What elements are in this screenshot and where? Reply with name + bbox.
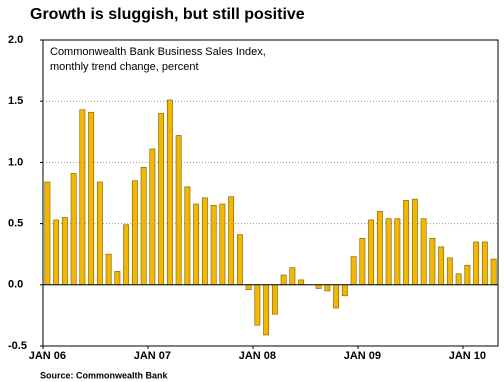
bar xyxy=(96,181,103,286)
bar xyxy=(175,135,182,286)
bar xyxy=(184,186,191,286)
bar xyxy=(376,211,383,286)
bar xyxy=(298,279,305,286)
bar xyxy=(201,197,208,286)
bar xyxy=(245,284,252,290)
bar xyxy=(411,198,418,286)
bar xyxy=(271,284,278,315)
bar xyxy=(403,200,410,286)
bar xyxy=(236,234,243,286)
y-tick-label: 0.0 xyxy=(8,279,23,291)
bar xyxy=(446,257,453,286)
bar xyxy=(350,256,357,286)
bar xyxy=(254,284,261,326)
bar xyxy=(114,271,121,286)
bar xyxy=(158,113,165,286)
bar xyxy=(280,274,287,286)
bar xyxy=(420,218,427,286)
x-tick-label: JAN 09 xyxy=(344,350,381,362)
bar xyxy=(140,166,147,286)
bar xyxy=(429,237,436,286)
x-tick-label: JAN 10 xyxy=(449,350,486,362)
bar xyxy=(219,203,226,286)
bar xyxy=(368,219,375,286)
bar xyxy=(315,284,322,289)
bar xyxy=(455,273,462,286)
y-tick-label: -0.5 xyxy=(8,340,27,352)
bar xyxy=(193,203,200,286)
x-tick-label: JAN 06 xyxy=(29,350,66,362)
bar xyxy=(70,173,77,286)
plot-frame xyxy=(42,39,499,347)
bar xyxy=(481,241,488,286)
bar xyxy=(289,267,296,286)
bar xyxy=(385,218,392,286)
bar xyxy=(324,284,331,292)
chart-subtitle: monthly trend change, percent xyxy=(50,61,199,73)
bar xyxy=(341,284,348,297)
bar xyxy=(228,196,235,286)
bar xyxy=(53,219,60,286)
x-tick-label: JAN 07 xyxy=(134,350,171,362)
bar xyxy=(333,284,340,309)
bar xyxy=(166,99,173,286)
y-tick-label: 2.0 xyxy=(8,34,23,46)
bar xyxy=(490,258,497,286)
source-note: Source: Commonwealth Bank xyxy=(40,370,169,380)
bar xyxy=(123,224,130,286)
x-tick-label: JAN 08 xyxy=(239,350,276,362)
bar xyxy=(210,204,217,286)
bar xyxy=(131,180,138,286)
bar xyxy=(105,253,112,286)
chart-subtitle: Commonwealth Bank Business Sales Index, xyxy=(50,46,266,58)
bar xyxy=(88,111,95,286)
y-tick-label: 0.5 xyxy=(8,218,23,230)
bar xyxy=(359,237,366,286)
bar xyxy=(394,218,401,286)
bar xyxy=(473,241,480,286)
y-tick-label: 1.0 xyxy=(8,156,23,168)
bar xyxy=(149,148,156,286)
bar xyxy=(79,109,86,286)
bar xyxy=(263,284,270,336)
bar xyxy=(61,217,68,286)
y-tick-label: 1.5 xyxy=(8,95,23,107)
bar xyxy=(464,264,471,286)
bar xyxy=(438,246,445,286)
chart-title: Growth is sluggish, but still positive xyxy=(30,6,305,23)
bar xyxy=(44,181,51,286)
